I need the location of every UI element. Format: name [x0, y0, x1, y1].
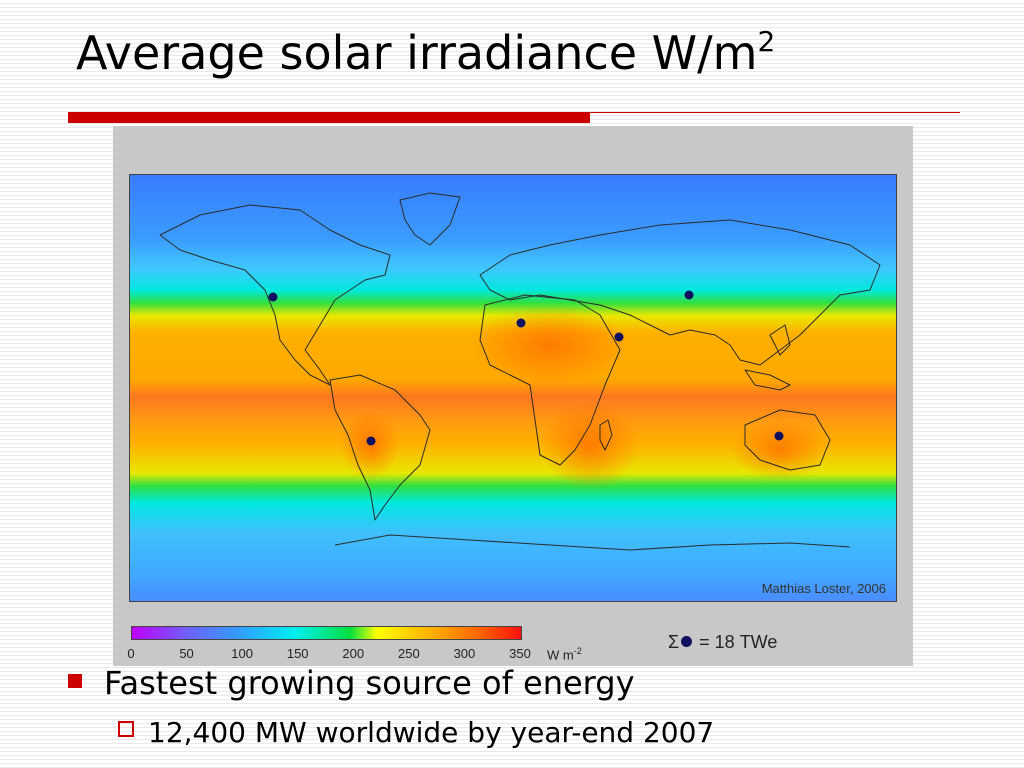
colorbar-tick-label: 300: [453, 646, 476, 661]
world-irradiance-map: Matthias Loster, 2006: [129, 174, 897, 602]
marker-north-america: [268, 292, 278, 302]
bullet-text: Fastest growing source of energy: [104, 664, 635, 702]
colorbar-tick-label: 250: [397, 646, 420, 661]
solar-map-figure: Matthias Loster, 2006 0 50 100 150 200 250 300…: [113, 126, 913, 666]
total-capacity-value: = 18 TWe: [699, 632, 778, 652]
square-bullet-icon: [68, 674, 82, 688]
slide-title-superscript: 2: [757, 25, 776, 58]
irradiance-colorbar: [131, 626, 522, 640]
title-underline-accent: [68, 112, 590, 123]
total-capacity-label: Σ = 18 TWe: [668, 632, 777, 653]
colorbar-tick-label: 50: [179, 646, 194, 661]
map-graphic: [130, 175, 896, 601]
sigma-symbol: Σ: [668, 632, 680, 652]
map-credit: Matthias Loster, 2006: [761, 581, 886, 596]
colorbar-tick-label: 0: [127, 646, 135, 661]
colorbar-ticks: 0 50 100 150 200 250 300 350: [127, 646, 591, 664]
marker-central-asia: [684, 290, 694, 300]
title-underline-thin: [590, 112, 960, 113]
bullet-item: Fastest growing source of energy: [68, 664, 635, 702]
slide-title: Average solar irradiance W/m2: [76, 26, 775, 81]
sub-bullet-item: 12,400 MW worldwide by year-end 2007: [118, 716, 714, 749]
marker-sahara: [516, 318, 526, 328]
colorbar-tick-label: 200: [342, 646, 365, 661]
hollow-square-bullet-icon: [118, 721, 134, 737]
marker-south-america: [366, 436, 376, 446]
colorbar-unit-text: W m: [547, 647, 574, 663]
marker-australia: [774, 431, 784, 441]
coastlines: [159, 192, 881, 551]
slide-title-text: Average solar irradiance W/m: [76, 26, 758, 80]
colorbar-unit-exponent: -2: [573, 646, 582, 656]
marker-dot-icon: [681, 636, 693, 647]
colorbar-tick-label: 100: [231, 646, 253, 661]
marker-arabia: [614, 332, 624, 342]
colorbar-tick-label: 150: [286, 646, 309, 661]
plant-markers: [268, 290, 784, 446]
colorbar-unit: W m-2: [547, 646, 582, 662]
colorbar-tick-label: 350: [509, 646, 531, 661]
sub-bullet-text: 12,400 MW worldwide by year-end 2007: [148, 716, 715, 749]
